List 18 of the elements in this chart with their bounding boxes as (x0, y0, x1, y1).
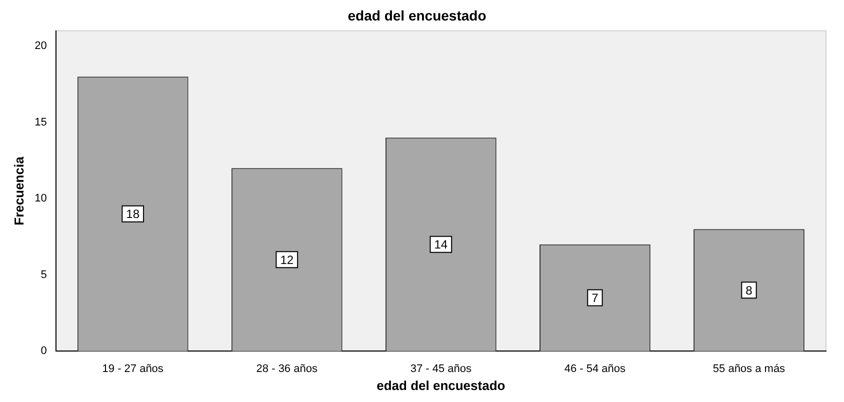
x-tick-label: 19 - 27 años (102, 362, 164, 375)
x-tick-label: 55 años a más (712, 362, 786, 375)
data-label: 7 (592, 291, 599, 306)
y-tick-label: 10 (34, 192, 47, 205)
x-tick-label: 46 - 54 años (564, 362, 626, 375)
y-tick-label: 15 (34, 116, 47, 128)
data-label: 12 (280, 252, 294, 267)
data-label: 18 (126, 207, 140, 222)
y-tick-label: 20 (34, 40, 47, 52)
chart-title: edad del encuestado (348, 7, 486, 24)
x-axis-title: edad del encuestado (376, 378, 506, 393)
y-tick-label: 5 (40, 268, 47, 281)
x-tick-label: 28 - 36 años (256, 362, 318, 375)
y-axis-title: Frecuencia (11, 156, 26, 226)
y-tick-label: 0 (40, 345, 47, 358)
data-label: 8 (746, 283, 753, 298)
x-tick-label: 37 - 45 años (410, 362, 472, 375)
data-label: 14 (434, 238, 448, 252)
